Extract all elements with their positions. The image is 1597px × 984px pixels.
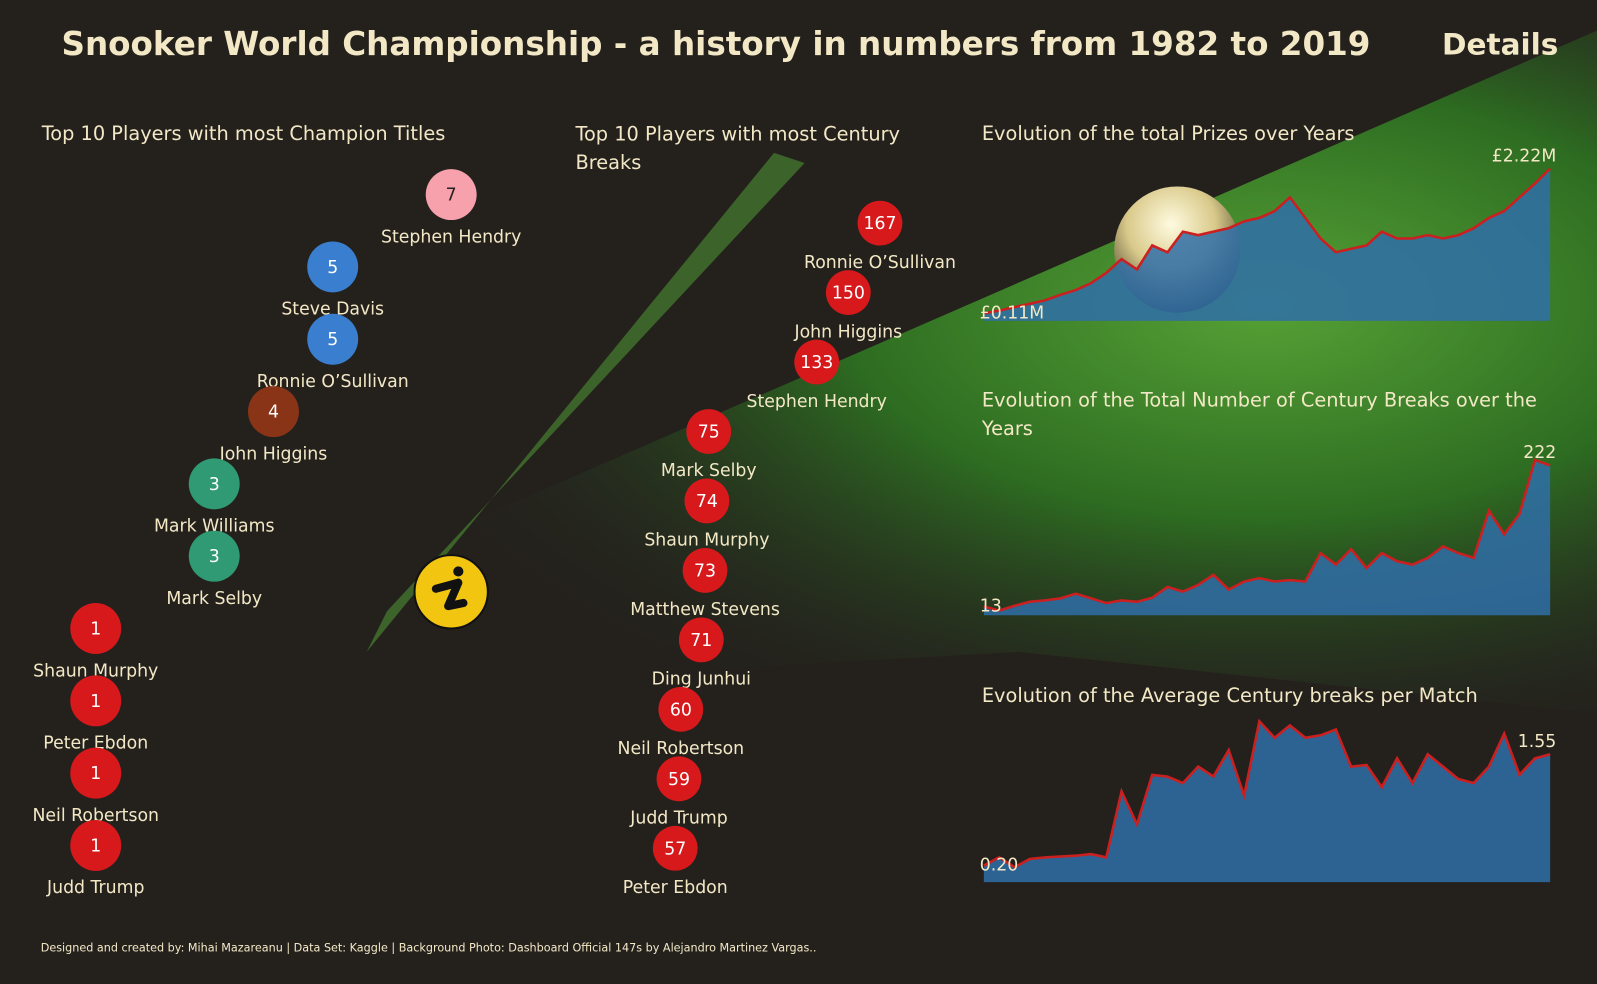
area [983, 460, 1551, 616]
dot-label: 167 [863, 214, 896, 234]
dot-label: 75 [698, 423, 720, 443]
dot-label: 60 [670, 700, 692, 720]
dot [857, 200, 903, 246]
player-name: Steve Davis [281, 300, 384, 320]
player-name: Shaun Murphy [644, 531, 769, 551]
line [983, 718, 1551, 869]
dot-label: 3 [209, 547, 220, 567]
player-name: Ronnie O’Sullivan [804, 253, 956, 273]
player-name: Stephen Hendry [747, 392, 887, 412]
player-name: Stephen Hendry [381, 227, 521, 247]
player-name: Peter Ebdon [43, 734, 148, 754]
dot-label: 1 [90, 764, 101, 784]
chart-title: Top 10 Players with most Century Breaks [574, 122, 900, 174]
dot [70, 603, 122, 654]
dot [652, 825, 698, 871]
player-name: John Higgins [219, 444, 328, 464]
dot-label: 71 [690, 631, 712, 651]
dot [656, 756, 702, 802]
player-name: Judd Trump [46, 878, 144, 898]
player-name: Ding Junhui [652, 670, 751, 690]
player-name: Neil Robertson [618, 739, 745, 759]
dot-label: 1 [90, 619, 101, 639]
dot [188, 530, 240, 582]
dot [682, 548, 728, 593]
dot-label: 74 [696, 492, 718, 512]
value-label: 222 [1523, 443, 1556, 463]
dot-label: 59 [668, 770, 690, 790]
area [983, 721, 1551, 883]
dot [425, 169, 477, 221]
dot [678, 617, 724, 663]
player-name: John Higgins [794, 322, 903, 342]
dot [248, 386, 299, 438]
dashboard-title: Snooker World Championship - a history i… [62, 25, 1371, 63]
dot-label: 5 [327, 330, 338, 350]
dot-label: 5 [327, 258, 338, 278]
dot [794, 339, 840, 385]
value-label: 0.20 [980, 856, 1019, 876]
chart-title: Top 10 Players with most Champion Titles [41, 122, 446, 145]
dot-label: 1 [90, 836, 101, 856]
dot-label: 1 [90, 692, 101, 712]
dot-label: 133 [800, 353, 833, 373]
player-name: Shaun Murphy [33, 661, 158, 681]
value-label: £0.11M [980, 303, 1044, 323]
chart-title: Evolution of the Total Number of Century… [981, 388, 1537, 440]
table-felt [264, 30, 1597, 714]
footer: Designed and created by: Mihai Mazareanu… [41, 941, 817, 954]
player-name: Judd Trump [629, 809, 727, 829]
player-name: Neil Robertson [32, 806, 159, 826]
line [983, 167, 1552, 315]
dot-label: 7 [446, 186, 457, 206]
dot [307, 241, 359, 293]
dot [307, 313, 359, 365]
chart-title: Evolution of the Average Century breaks … [982, 684, 1478, 707]
dot [658, 686, 704, 732]
value-label: £2.22M [1492, 146, 1556, 166]
player-name: Peter Ebdon [623, 878, 728, 898]
dot [684, 478, 730, 524]
dot [70, 747, 122, 799]
dot [686, 409, 732, 454]
cushion [366, 152, 805, 652]
player-name: Mark Selby [661, 461, 757, 481]
player-name: Mark Selby [166, 589, 262, 609]
player-name: Ronnie O’Sullivan [257, 372, 409, 392]
player-name: Mark Williams [154, 517, 275, 537]
chart-title: Evolution of the total Prizes over Years [982, 122, 1355, 145]
value-label: 13 [980, 596, 1002, 616]
details-button[interactable]: Details [1442, 27, 1558, 61]
area [983, 168, 1551, 321]
dot-label: 4 [268, 403, 279, 423]
dot-label: 57 [664, 839, 686, 859]
dot [825, 270, 871, 315]
dot [188, 458, 240, 510]
dot-label: 150 [832, 284, 865, 304]
dot-label: 73 [694, 561, 716, 581]
dot [70, 675, 122, 727]
dot [70, 819, 122, 871]
player-name: Matthew Stevens [630, 600, 780, 620]
dot-label: 3 [209, 475, 220, 495]
line [983, 458, 1551, 612]
info-icon[interactable] [413, 554, 489, 630]
value-label: 1.55 [1518, 732, 1557, 752]
